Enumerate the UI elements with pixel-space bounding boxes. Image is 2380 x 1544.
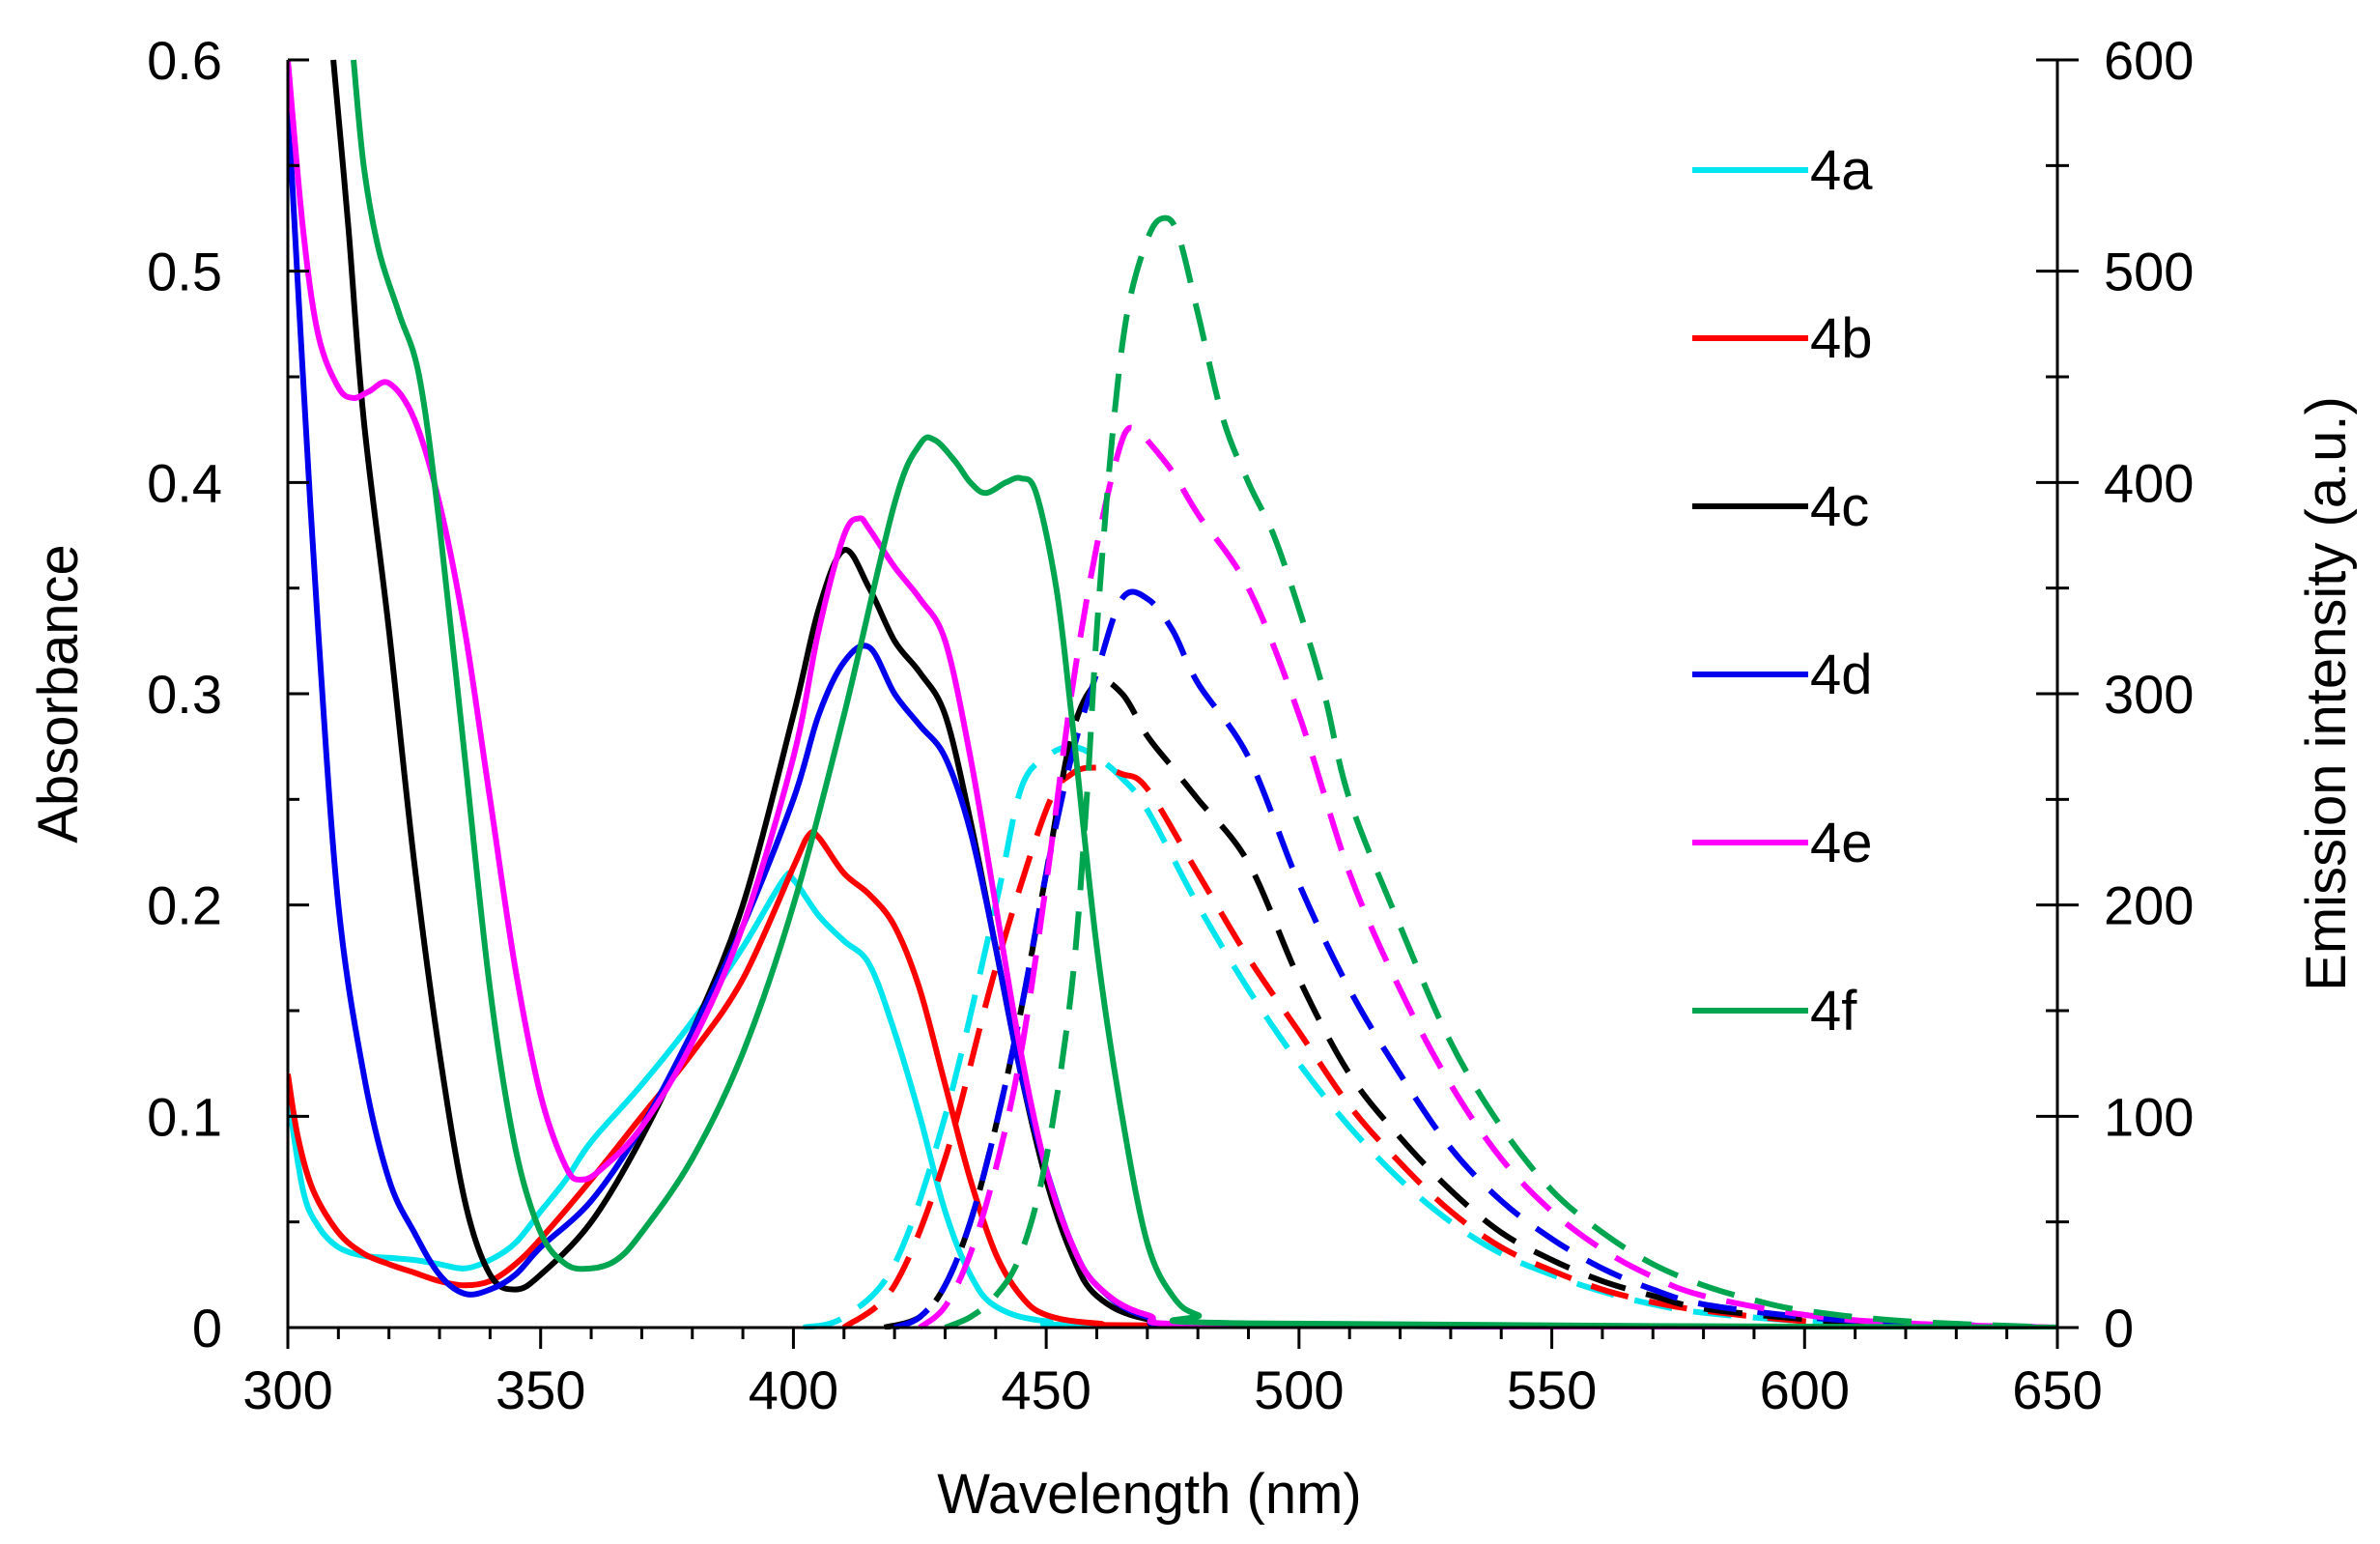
x-tick-label: 400 bbox=[749, 1359, 838, 1420]
absorbance-line-4b bbox=[288, 829, 2057, 1330]
emission-line-4e bbox=[918, 424, 2057, 1330]
x-tick-label: 300 bbox=[242, 1359, 332, 1420]
absorbance-line-4f bbox=[351, 59, 2057, 1330]
y-tick-label: 0.6 bbox=[147, 30, 222, 91]
series-layer bbox=[288, 59, 2057, 1330]
y2-axis-title: Emission intensity (a.u.) bbox=[2295, 396, 2358, 991]
legend-label-4f: 4f bbox=[1810, 980, 1857, 1043]
y-tick-label: 0.2 bbox=[147, 875, 222, 936]
series-4e bbox=[288, 59, 2057, 1330]
y2-tick-label: 100 bbox=[2104, 1086, 2194, 1147]
x-tick-label: 450 bbox=[1001, 1359, 1091, 1420]
legend-label-4d: 4d bbox=[1810, 643, 1873, 706]
y-tick-label: 0.1 bbox=[147, 1086, 222, 1147]
absorbance-line-4a bbox=[288, 870, 2057, 1330]
series-4b bbox=[288, 764, 2057, 1330]
x-axis-title: Wavelength (nm) bbox=[937, 1463, 1361, 1526]
legend-label-4a: 4a bbox=[1810, 139, 1873, 202]
y2-tick-label: 400 bbox=[2104, 452, 2194, 513]
x-tick-label: 650 bbox=[2012, 1359, 2102, 1420]
y-axis-title: Absorbance bbox=[27, 544, 90, 843]
y-tick-label: 0 bbox=[192, 1298, 222, 1358]
emission-line-4c bbox=[883, 677, 2057, 1330]
series-4f bbox=[351, 59, 2057, 1330]
emission-line-4f bbox=[944, 214, 2057, 1330]
y2-tick-label: 600 bbox=[2104, 30, 2194, 91]
x-tick-label: 500 bbox=[1254, 1359, 1344, 1420]
y2-tick-label: 300 bbox=[2104, 664, 2194, 725]
y-tick-label: 0.5 bbox=[147, 242, 222, 302]
y2-tick-label: 0 bbox=[2104, 1298, 2134, 1358]
series-4c bbox=[330, 59, 2057, 1330]
absorbance-line-4e bbox=[288, 59, 2057, 1330]
y2-tick-label: 200 bbox=[2104, 875, 2194, 936]
x-tick-label: 600 bbox=[1760, 1359, 1850, 1420]
ticks: 300 350 400 450 500 550 600 65000.10.20.30.40.5… bbox=[147, 30, 2194, 1420]
y-tick-label: 0.4 bbox=[147, 452, 222, 513]
x-tick-label: 350 bbox=[496, 1359, 585, 1420]
y-tick-label: 0.3 bbox=[147, 664, 222, 725]
y2-tick-label: 500 bbox=[2104, 242, 2194, 302]
x-tick-label: 550 bbox=[1507, 1359, 1597, 1420]
absorbance-line-4c bbox=[330, 59, 2057, 1330]
legend-label-4b: 4b bbox=[1810, 307, 1873, 370]
legend-label-4e: 4e bbox=[1810, 812, 1873, 874]
legend: 4a 4b 4c 4d 4e 4f bbox=[1692, 139, 1873, 1043]
legend-label-4c: 4c bbox=[1810, 475, 1869, 538]
emission-line-4d bbox=[892, 588, 2057, 1330]
